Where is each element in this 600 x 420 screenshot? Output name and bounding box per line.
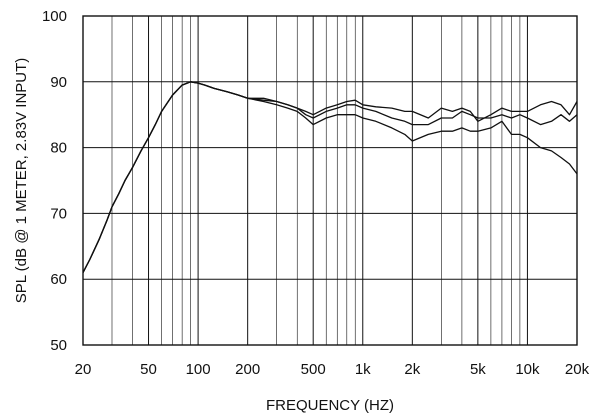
minor-gridlines bbox=[111, 16, 521, 345]
major-gridlines bbox=[82, 15, 578, 346]
x-tick-label: 5k bbox=[470, 361, 486, 378]
x-tick-label: 100 bbox=[186, 361, 211, 378]
x-tick-label: 10k bbox=[515, 361, 540, 378]
y-tick-label: 90 bbox=[50, 74, 67, 91]
x-tick-labels: 20 50 100 200 500 1k 2k 5k 10k 20k bbox=[75, 361, 590, 378]
plot-frame bbox=[82, 15, 578, 346]
x-tick-label: 20k bbox=[565, 361, 590, 378]
y-tick-label: 100 bbox=[42, 8, 67, 25]
y-tick-label: 70 bbox=[50, 205, 67, 222]
y-tick-label: 60 bbox=[50, 271, 67, 288]
x-tick-label: 50 bbox=[140, 361, 157, 378]
x-tick-label: 500 bbox=[301, 361, 326, 378]
x-tick-label: 2k bbox=[404, 361, 420, 378]
series-line-2 bbox=[82, 81, 578, 273]
y-tick-labels: 50 60 70 80 90 100 bbox=[42, 8, 67, 354]
series-line-3 bbox=[82, 81, 578, 273]
x-axis-title: FREQUENCY (HZ) bbox=[266, 397, 394, 414]
x-tick-label: 200 bbox=[235, 361, 260, 378]
x-tick-label: 20 bbox=[75, 361, 92, 378]
y-axis-title: SPL (dB @ 1 METER, 2.83V INPUT) bbox=[13, 58, 30, 304]
series-lines bbox=[82, 81, 578, 273]
x-tick-label: 1k bbox=[355, 361, 371, 378]
y-tick-label: 50 bbox=[50, 337, 67, 354]
y-tick-label: 80 bbox=[50, 140, 67, 157]
